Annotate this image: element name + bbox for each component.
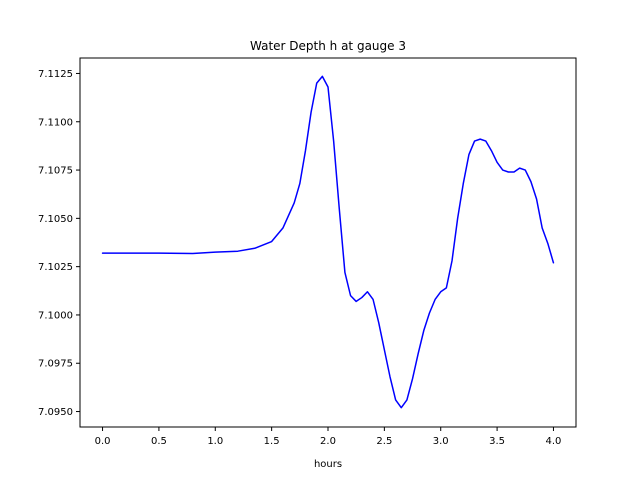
y-tick-label: 7.0975 xyxy=(38,359,73,370)
y-tick-label: 7.1075 xyxy=(38,166,73,177)
x-tick-label: 2.0 xyxy=(320,436,336,447)
y-tick-label: 7.1000 xyxy=(38,310,73,321)
x-tick-label: 3.5 xyxy=(489,436,505,447)
x-tick-label: 0.5 xyxy=(151,436,167,447)
x-tick-label: 1.0 xyxy=(207,436,223,447)
y-tick-label: 7.1100 xyxy=(38,117,73,128)
series-line-0 xyxy=(101,75,555,409)
x-tick-label: 3.0 xyxy=(433,436,449,447)
y-tick-label: 7.1125 xyxy=(38,69,73,80)
y-axis: 7.0950 7.0975 7.1000 7.1025 7.1050 7.1075 7.11… xyxy=(38,69,80,418)
chart-title: Water Depth h at gauge 3 xyxy=(250,39,406,53)
y-tick-label: 7.1050 xyxy=(38,214,73,225)
x-tick-label: 2.5 xyxy=(376,436,392,447)
x-axis-title: hours xyxy=(314,459,342,470)
plot-frame xyxy=(79,57,577,428)
x-axis: 0.0 0.5 1.0 1.5 2.0 2.5 3.0 3.5 4.0 xyxy=(95,427,562,447)
x-tick-label: 4.0 xyxy=(546,436,562,447)
x-tick-label: 0.0 xyxy=(95,436,111,447)
plot-area xyxy=(101,75,555,409)
x-tick-label: 1.5 xyxy=(264,436,280,447)
y-tick-label: 7.1025 xyxy=(38,262,73,273)
y-tick-label: 7.0950 xyxy=(38,407,73,418)
